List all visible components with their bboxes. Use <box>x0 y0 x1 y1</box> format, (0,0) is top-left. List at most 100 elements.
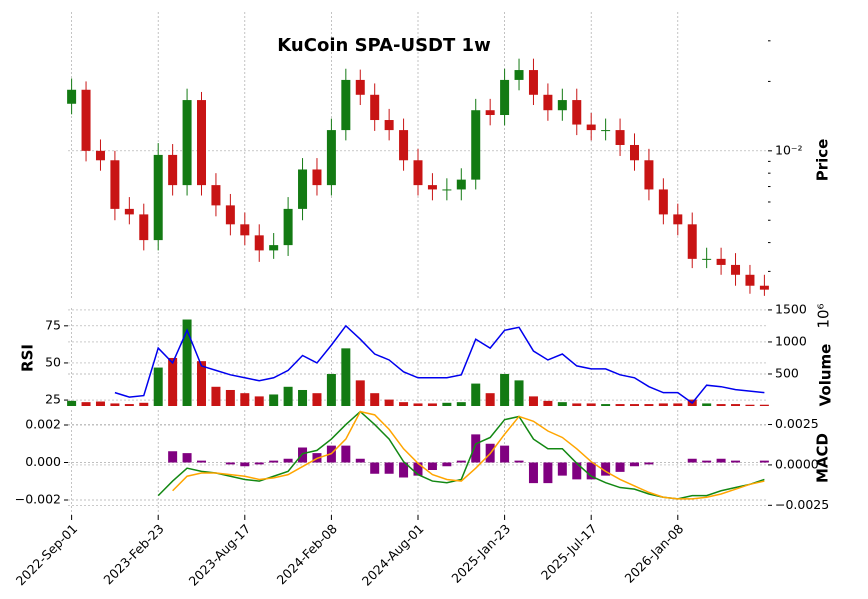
volume-bar <box>110 403 120 406</box>
volume-bar <box>644 404 654 406</box>
rsi-line <box>114 324 765 405</box>
volume-bar <box>528 396 538 406</box>
candle-body <box>95 150 105 161</box>
volume-bar <box>673 403 683 406</box>
volume-bar <box>341 348 351 406</box>
x-tick-label: 2024-Feb-08 <box>274 521 340 587</box>
y-tick-label: 1500 <box>775 301 807 316</box>
macd-histogram-bar <box>269 460 279 463</box>
y-tick-label: 50 <box>45 354 61 369</box>
macd-histogram-bar <box>442 462 452 467</box>
candle-body <box>658 189 668 215</box>
y-tick-label: 75 <box>45 317 61 332</box>
macd-histogram-bar <box>687 458 697 463</box>
volume-bar <box>124 404 134 406</box>
volume-bar <box>211 386 221 406</box>
volume-axis-label: Volume <box>817 344 835 407</box>
volume-bar <box>586 403 596 406</box>
candle-body <box>687 224 697 259</box>
macd-histogram-bar <box>298 447 308 463</box>
macd-histogram-bar <box>355 458 365 463</box>
candle-body <box>442 189 452 191</box>
x-tick-label: 2026-Jan-08 <box>622 521 687 586</box>
volume-bar <box>731 404 741 406</box>
candle-body <box>731 264 741 275</box>
y-tick-label: 0.000 <box>25 454 61 469</box>
volume-bar <box>601 404 611 406</box>
candle-body <box>615 130 625 145</box>
candle-body <box>168 154 178 186</box>
volume-bar <box>716 404 726 406</box>
volume-bar <box>456 402 466 406</box>
candle-body <box>269 245 279 251</box>
macd-histogram-bar <box>413 462 423 476</box>
macd-histogram-bar <box>572 462 582 480</box>
macd-histogram-bar <box>557 462 567 476</box>
x-tick-label: 2025-Jul-17 <box>538 521 600 583</box>
candle-body <box>67 89 77 104</box>
volume-bar <box>283 386 293 406</box>
candle-body <box>370 94 380 121</box>
candle-body <box>456 179 466 190</box>
y-tick-label: 0.0000 <box>775 456 819 471</box>
y-tick-label: 1000 <box>775 333 807 348</box>
candle-body <box>384 120 394 131</box>
y-tick-label: 500 <box>775 365 799 380</box>
macd-histogram-bar <box>427 462 437 470</box>
y-tick-label: −0.0025 <box>775 497 829 512</box>
x-tick-label: 2023-Aug-17 <box>186 521 254 589</box>
candle-body <box>225 205 235 225</box>
chart-title: KuCoin SPA-USDT 1w <box>277 35 490 56</box>
volume-bar <box>95 401 105 406</box>
candle-body <box>702 258 712 260</box>
candle-body <box>124 208 134 215</box>
volume-bar <box>629 404 639 406</box>
candle-body <box>601 130 611 132</box>
candle-body <box>543 94 553 111</box>
volume-bar <box>427 403 437 406</box>
volume-bar <box>759 404 769 406</box>
macd-histogram-bar <box>528 462 538 484</box>
candle-body <box>673 214 683 225</box>
macd-histogram-bar <box>759 460 769 463</box>
volume-bar <box>153 367 163 406</box>
candle-body <box>716 258 726 265</box>
candle-body <box>485 110 495 116</box>
volume-bar <box>67 400 77 406</box>
volume-bar <box>485 393 495 406</box>
macd-histogram-bar <box>182 453 192 463</box>
y-tick-label: 0.002 <box>25 417 61 432</box>
macd-histogram-bar <box>731 460 741 463</box>
candle-body <box>81 89 91 151</box>
volume-bar <box>168 357 178 406</box>
y-tick-label: −0.002 <box>15 492 61 507</box>
volume-bar <box>500 373 510 406</box>
macd-histogram-bar <box>514 460 524 463</box>
macd-histogram-bar <box>225 462 235 465</box>
signal-line <box>172 410 765 500</box>
macd-histogram-bar <box>341 445 351 463</box>
volume-bar <box>702 403 712 406</box>
candle-body <box>500 79 510 116</box>
volume-bar <box>557 402 567 406</box>
x-tick-label: 2024-Aug-01 <box>359 521 427 589</box>
macd-histogram-bar <box>456 460 466 463</box>
volume-bar <box>312 393 322 406</box>
macd-histogram-bar <box>615 462 625 472</box>
candle-body <box>759 285 769 290</box>
candle-body <box>182 100 192 186</box>
macd-histogram-bar <box>168 451 178 463</box>
volume-bar <box>225 389 235 406</box>
volume-bar <box>471 383 481 406</box>
candle-body <box>110 160 120 209</box>
macd-histogram-bar <box>471 434 481 463</box>
volume-bar <box>182 319 192 406</box>
candle-body <box>197 100 207 186</box>
rsi-axis-label: RSI <box>19 344 37 372</box>
candle-body <box>427 185 437 190</box>
price-axis-label: Price <box>814 139 832 182</box>
volume-bar <box>413 403 423 406</box>
candle-body <box>298 169 308 209</box>
macd-histogram-bar <box>601 462 611 476</box>
macd-histogram-bar <box>283 458 293 463</box>
